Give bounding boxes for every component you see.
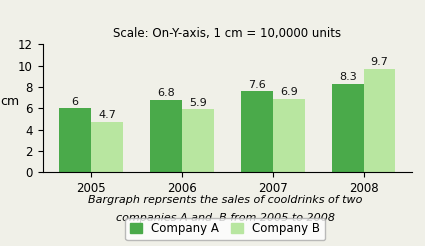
Text: 4.7: 4.7 <box>98 110 116 121</box>
Bar <box>150 100 182 172</box>
Bar <box>182 109 214 172</box>
Text: 6: 6 <box>72 97 79 107</box>
Text: 6.9: 6.9 <box>280 87 298 97</box>
Legend: Company A, Company B: Company A, Company B <box>125 218 325 240</box>
Text: 7.6: 7.6 <box>248 80 266 90</box>
Text: companies A and  B from 2005 to 2008: companies A and B from 2005 to 2008 <box>116 213 335 223</box>
Bar <box>332 84 364 172</box>
Bar <box>364 69 395 172</box>
Bar <box>91 122 123 172</box>
Text: 9.7: 9.7 <box>371 57 388 67</box>
Title: Scale: On-Y-axis, 1 cm = 10,0000 units: Scale: On-Y-axis, 1 cm = 10,0000 units <box>113 27 341 40</box>
Bar <box>241 91 273 172</box>
Text: 6.8: 6.8 <box>157 88 175 98</box>
Text: Bargraph reprsents the sales of cooldrinks of two: Bargraph reprsents the sales of cooldrin… <box>88 196 363 205</box>
Bar <box>60 108 91 172</box>
Text: 5.9: 5.9 <box>189 98 207 108</box>
Text: 8.3: 8.3 <box>339 72 357 82</box>
Bar <box>273 99 305 172</box>
Y-axis label: cm: cm <box>0 95 19 108</box>
